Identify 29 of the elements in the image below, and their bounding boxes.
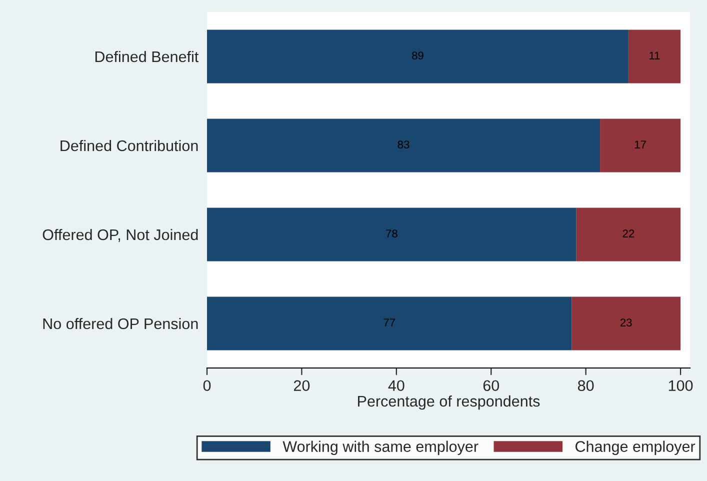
bar — [207, 208, 576, 262]
x-axis-title: Percentage of respondents — [358, 395, 540, 410]
data-label: 23 — [620, 318, 632, 326]
data-label: 83 — [398, 140, 410, 148]
bar — [207, 118, 600, 172]
x-tick-label: 40 — [388, 380, 404, 392]
x-tick-label: 60 — [483, 380, 500, 392]
x-tick-label: 100 — [668, 380, 693, 392]
data-label: 22 — [622, 230, 634, 238]
bar — [572, 296, 681, 350]
legend-label: Working with same employer — [282, 440, 478, 455]
bar — [207, 296, 572, 350]
legend-label: Change employer — [576, 440, 696, 455]
bar — [207, 30, 628, 84]
data-label: 78 — [386, 230, 398, 238]
data-label: 17 — [634, 140, 646, 148]
y-tick-label: Defined Contribution — [60, 140, 198, 152]
bar — [576, 208, 681, 262]
data-label: 89 — [412, 52, 424, 60]
y-tick-label: Defined Benefit — [95, 50, 199, 62]
y-tick-label: No offered OP Pension — [43, 318, 198, 330]
data-label: 77 — [384, 318, 395, 326]
x-tick-label: 80 — [578, 380, 594, 392]
bar — [600, 118, 681, 172]
data-label: 11 — [650, 52, 660, 60]
x-tick-label: 0 — [203, 380, 211, 392]
bar — [628, 30, 681, 84]
x-tick-label: 20 — [294, 380, 310, 392]
y-tick-label: Offered OP, Not Joined — [42, 228, 198, 242]
